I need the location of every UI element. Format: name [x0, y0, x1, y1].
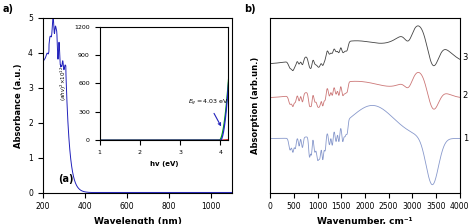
Text: 3: 3 [463, 53, 468, 62]
Text: 1: 1 [463, 134, 468, 143]
Y-axis label: Absorption (arb.un.): Absorption (arb.un.) [251, 57, 260, 154]
X-axis label: Wavenumber, cm⁻¹: Wavenumber, cm⁻¹ [317, 217, 413, 224]
Text: a): a) [2, 4, 13, 15]
Text: b): b) [244, 4, 256, 15]
Text: 2: 2 [463, 91, 468, 100]
X-axis label: Wavelength (nm): Wavelength (nm) [93, 217, 182, 224]
Y-axis label: Absorbance (a.u.): Absorbance (a.u.) [13, 63, 22, 148]
Text: (a): (a) [58, 174, 73, 184]
